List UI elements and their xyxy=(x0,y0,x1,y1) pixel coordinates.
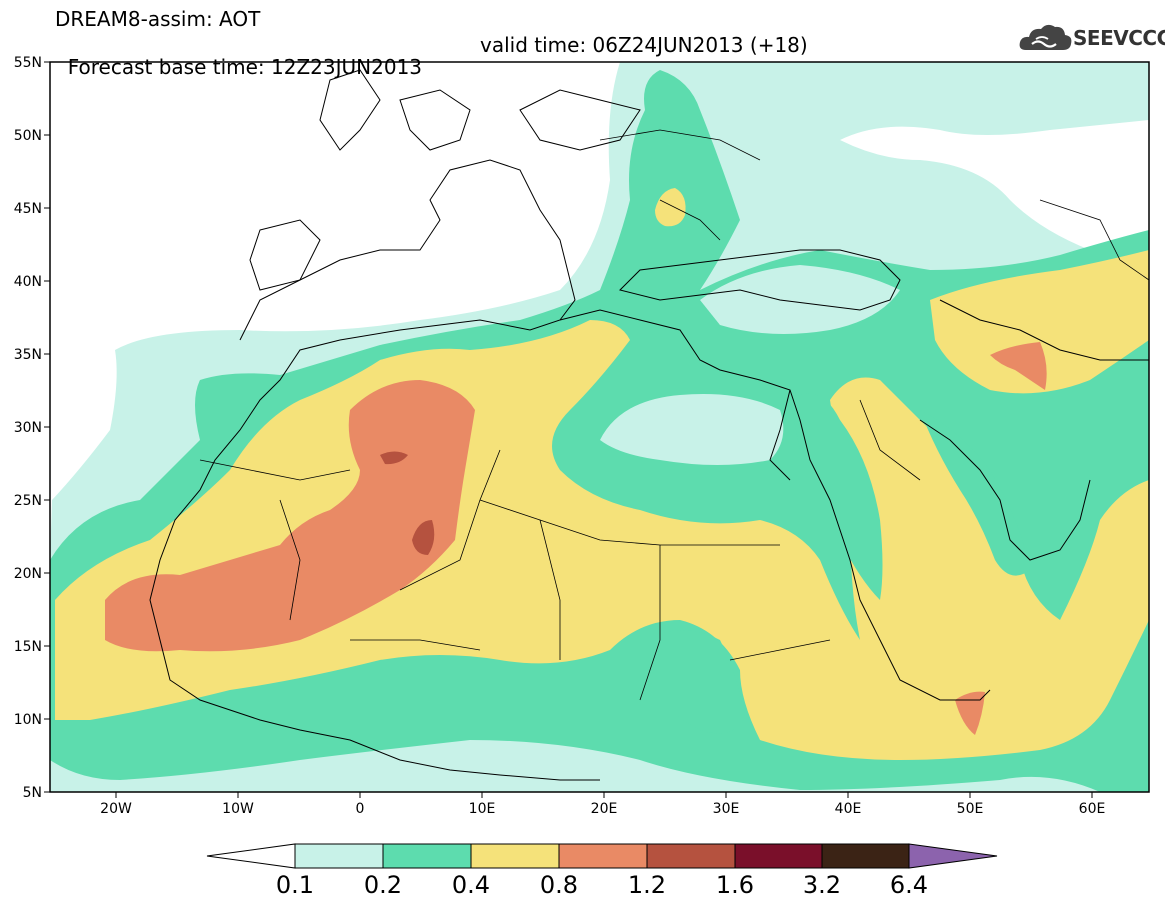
lon-label: 20W xyxy=(100,801,132,817)
colorbar-labels: 0.1 0.2 0.4 0.8 1.2 1.6 3.2 6.4 xyxy=(276,871,928,899)
longitude-labels: 20W 10W 0 10E 20E 30E 40E 50E 60E xyxy=(100,801,1105,817)
lat-label: 15N xyxy=(14,639,42,655)
lat-label: 10N xyxy=(14,712,42,728)
colorbar-swatch xyxy=(470,843,560,869)
colorbar-label: 3.2 xyxy=(803,871,841,899)
borders xyxy=(199,129,1149,701)
contour-patch-green-redsea xyxy=(790,393,883,600)
lat-label: 25N xyxy=(14,493,42,509)
contour-patch-green-gulf xyxy=(920,410,1030,576)
colorbar-label: 1.2 xyxy=(628,871,666,899)
colorbar-arrow-low xyxy=(206,843,296,869)
lon-label: 20E xyxy=(591,801,618,817)
contour-patch-aqua-caspian xyxy=(700,265,900,334)
colorbar-label: 0.4 xyxy=(452,871,490,899)
lon-label: 30E xyxy=(713,801,740,817)
lat-label: 35N xyxy=(14,347,42,363)
contour-patch-yellow-iran xyxy=(930,250,1149,394)
lon-label: 50E xyxy=(957,801,984,817)
colorbar xyxy=(206,843,998,869)
colorbar-label: 0.8 xyxy=(540,871,578,899)
colorbar-swatch xyxy=(558,843,648,869)
forecast-base-time: Forecast base time: 12Z23JUN2013 valid t… xyxy=(55,34,808,100)
colorbar-arrow-high xyxy=(908,843,998,869)
lat-label: 5N xyxy=(23,785,42,801)
lat-label: 50N xyxy=(14,128,42,144)
contour-patch-orange-iran xyxy=(990,342,1047,390)
aot-contours xyxy=(50,62,1149,792)
lat-label: 55N xyxy=(14,55,42,71)
coastlines xyxy=(149,69,1149,781)
contour-patch-yellow-romania xyxy=(655,188,686,227)
contour-level-0.8 xyxy=(105,380,475,652)
lat-label: 20N xyxy=(14,566,42,582)
lon-label: 0 xyxy=(356,801,365,817)
lat-label: 40N xyxy=(14,274,42,290)
colorbar-swatch xyxy=(382,843,472,869)
chart-title: DREAM8-assim: AOT xyxy=(55,7,261,31)
colorbar-label: 0.1 xyxy=(276,871,314,899)
axis-ticks xyxy=(44,61,1093,798)
contour-level-1.2 xyxy=(380,451,408,465)
contour-patch-orange-somalia xyxy=(955,691,985,735)
contour-patch-aqua-med xyxy=(600,394,784,465)
lat-label: 30N xyxy=(14,420,42,436)
contour-patch-green-sahel xyxy=(650,630,745,734)
lon-label: 40E xyxy=(835,801,862,817)
lon-label: 10E xyxy=(469,801,496,817)
colorbar-swatch xyxy=(821,843,910,869)
colorbar-label: 0.2 xyxy=(364,871,402,899)
valid-time-label: valid time: 06Z24JUN2013 (+18) xyxy=(480,33,808,57)
lon-label: 60E xyxy=(1079,801,1106,817)
lat-label: 45N xyxy=(14,201,42,217)
lon-label: 10W xyxy=(222,801,254,817)
colorbar-swatch xyxy=(294,843,384,869)
logo-text: SEEVCCC xyxy=(1073,26,1165,50)
colorbar-label: 1.6 xyxy=(716,871,754,899)
colorbar-label: 6.4 xyxy=(890,871,928,899)
cloud-icon xyxy=(1019,24,1072,50)
colorbar-swatch xyxy=(646,843,736,869)
colorbar-swatch xyxy=(734,843,823,869)
contour-patch-dark-algeria xyxy=(412,520,435,555)
latitude-labels: 55N 50N 45N 40N 35N 30N 25N 20N 15N 10N … xyxy=(14,55,42,801)
seevccc-logo: SEEVCCC xyxy=(1018,20,1165,56)
